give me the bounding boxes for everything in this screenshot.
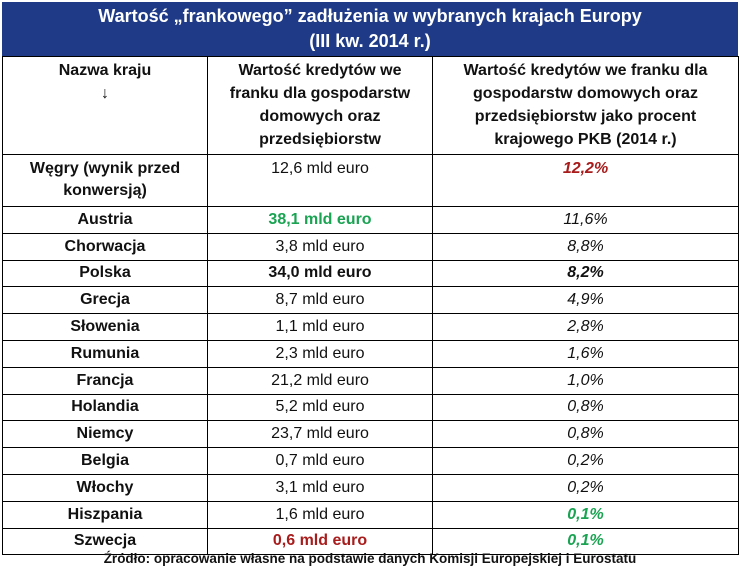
table-row: Niemcy 23,7 mld euro 0,8%: [2, 420, 739, 449]
country-cell: Grecja: [2, 286, 208, 315]
value-cell: 0,7 mld euro: [207, 447, 433, 475]
country-cell: Niemcy: [2, 420, 208, 449]
percent-cell: 0,1%: [432, 527, 739, 556]
percent-cell: 11,6%: [432, 206, 739, 234]
table-body: Węgry (wynik przed konwersją) 12,6 mld eu…: [2, 154, 739, 556]
table-row: Austria 38,1 mld euro 11,6%: [2, 206, 739, 234]
debt-table: Nazwa kraju ↓ Wartość kredytów we franku…: [2, 56, 739, 556]
country-cell: Szwecja: [2, 527, 208, 556]
value-cell: 3,8 mld euro: [207, 232, 433, 261]
percent-cell: 0,8%: [432, 393, 739, 422]
country-cell: Chorwacja: [2, 232, 208, 261]
percent-cell: 0,2%: [432, 447, 739, 475]
table-row: Węgry (wynik przed konwersją) 12,6 mld eu…: [2, 154, 739, 207]
table-row: Grecja 8,7 mld euro 4,9%: [2, 286, 739, 315]
table-row: Belgia 0,7 mld euro 0,2%: [2, 447, 739, 475]
percent-cell: 0,2%: [432, 473, 739, 502]
value-cell: 1,6 mld euro: [207, 500, 433, 529]
value-cell: 21,2 mld euro: [207, 366, 433, 395]
header-value: Wartość kredytów we franku dla gospodars…: [207, 56, 433, 155]
country-cell: Węgry (wynik przed konwersją): [2, 154, 208, 207]
value-cell: 2,3 mld euro: [207, 339, 433, 368]
percent-cell: 0,8%: [432, 420, 739, 449]
country-cell: Francja: [2, 366, 208, 395]
country-cell: Holandia: [2, 393, 208, 422]
percent-cell: 0,1%: [432, 500, 739, 529]
table-title-line-1: Wartość „frankowego” zadłużenia w wybran…: [98, 6, 642, 26]
table-row: Francja 21,2 mld euro 1,0%: [2, 366, 739, 395]
percent-cell: 1,0%: [432, 366, 739, 395]
arrow-down-icon: ↓: [101, 85, 109, 102]
table-title-line-2: (III kw. 2014 r.): [309, 31, 431, 51]
country-cell: Słowenia: [2, 313, 208, 341]
table-title: Wartość „frankowego” zadłużenia w wybran…: [2, 2, 738, 56]
country-cell: Rumunia: [2, 339, 208, 368]
value-cell: 1,1 mld euro: [207, 313, 433, 341]
value-cell: 3,1 mld euro: [207, 473, 433, 502]
country-cell: Włochy: [2, 473, 208, 502]
percent-cell: 1,6%: [432, 339, 739, 368]
header-percent: Wartość kredytów we franku dla gospodars…: [432, 56, 739, 155]
country-cell: Polska: [2, 259, 208, 288]
table-row: Włochy 3,1 mld euro 0,2%: [2, 473, 739, 502]
value-cell: 5,2 mld euro: [207, 393, 433, 422]
header-row: Nazwa kraju ↓ Wartość kredytów we franku…: [2, 56, 739, 155]
value-cell: 23,7 mld euro: [207, 420, 433, 449]
table-row: Hiszpania 1,6 mld euro 0,1%: [2, 500, 739, 529]
value-cell: 38,1 mld euro: [207, 206, 433, 234]
table-row: Rumunia 2,3 mld euro 1,6%: [2, 339, 739, 368]
table-row: Polska 34,0 mld euro 8,2%: [2, 259, 739, 288]
value-cell: 0,6 mld euro: [207, 527, 433, 556]
table-row: Chorwacja 3,8 mld euro 8,8%: [2, 232, 739, 261]
value-cell: 12,6 mld euro: [207, 154, 433, 207]
country-cell: Austria: [2, 206, 208, 234]
percent-cell: 8,2%: [432, 259, 739, 288]
country-cell: Hiszpania: [2, 500, 208, 529]
header-country-label: Nazwa kraju: [58, 62, 152, 79]
table-row: Szwecja 0,6 mld euro 0,1%: [2, 527, 739, 556]
value-cell: 34,0 mld euro: [207, 259, 433, 288]
country-cell: Belgia: [2, 447, 208, 475]
percent-cell: 2,8%: [432, 313, 739, 341]
table-row: Słowenia 1,1 mld euro 2,8%: [2, 313, 739, 341]
percent-cell: 12,2%: [432, 154, 739, 207]
header-country: Nazwa kraju ↓: [2, 56, 208, 155]
percent-cell: 4,9%: [432, 286, 739, 315]
source-note: Źródło: opracowanie własne na podstawie …: [103, 551, 637, 566]
percent-cell: 8,8%: [432, 232, 739, 261]
value-cell: 8,7 mld euro: [207, 286, 433, 315]
table-row: Holandia 5,2 mld euro 0,8%: [2, 393, 739, 422]
